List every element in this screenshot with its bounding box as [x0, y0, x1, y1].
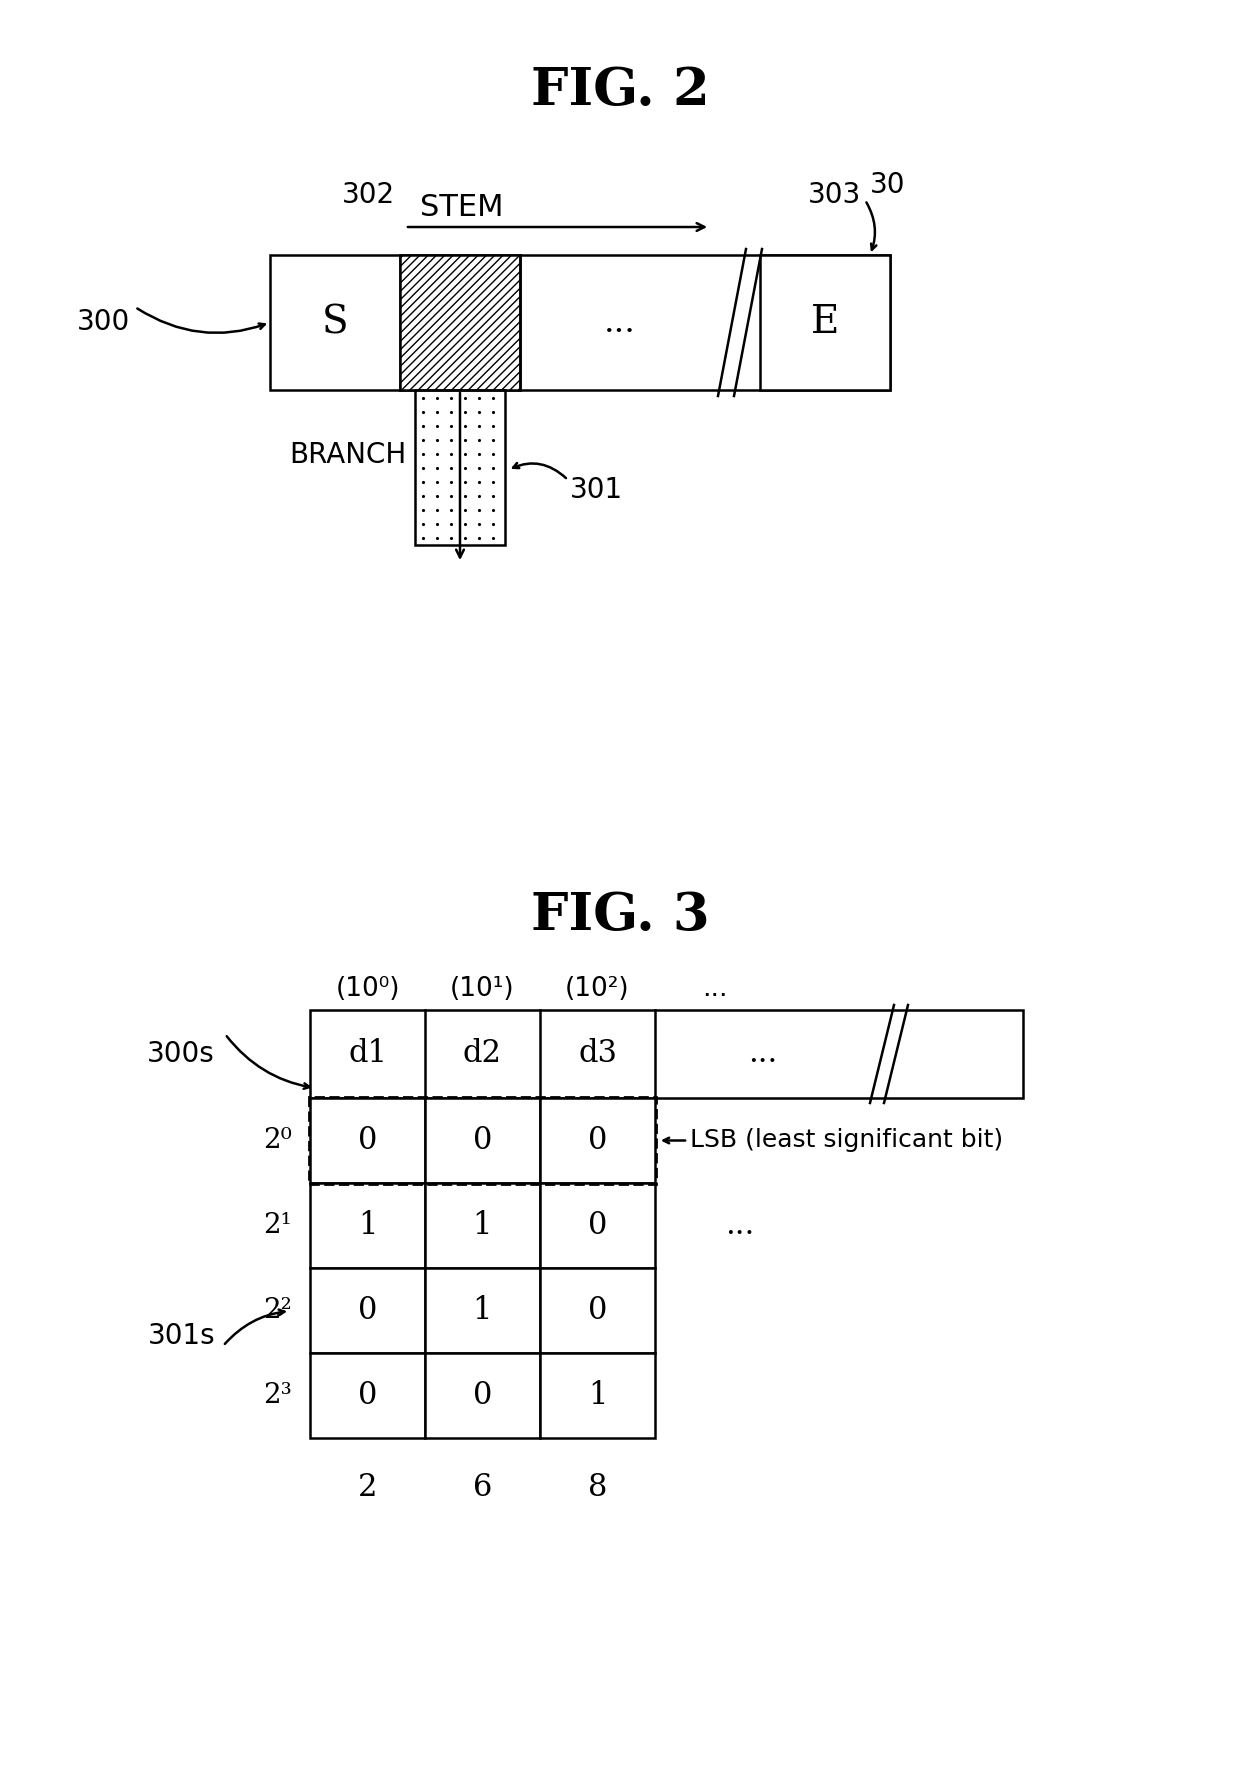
Bar — [270, 256, 890, 390]
Text: 0: 0 — [472, 1380, 492, 1412]
Bar — [425, 1269, 539, 1353]
Text: 6: 6 — [472, 1472, 492, 1503]
Bar — [760, 256, 890, 390]
Bar — [539, 1183, 655, 1269]
Bar — [310, 1010, 1023, 1097]
Bar — [310, 1183, 425, 1269]
Text: 8: 8 — [588, 1472, 608, 1503]
Text: 0: 0 — [358, 1296, 377, 1326]
Bar — [425, 1097, 539, 1183]
Text: 1: 1 — [472, 1210, 492, 1240]
Text: d1: d1 — [348, 1038, 387, 1069]
Text: 0: 0 — [358, 1380, 377, 1412]
Text: S: S — [321, 304, 348, 341]
Bar — [425, 1183, 539, 1269]
Bar — [310, 1097, 425, 1183]
Text: BRANCH: BRANCH — [290, 441, 407, 470]
Text: FIG. 3: FIG. 3 — [531, 890, 709, 942]
Bar — [310, 1269, 425, 1353]
Text: 30: 30 — [870, 172, 905, 198]
Text: 0: 0 — [472, 1126, 492, 1156]
Text: 1: 1 — [358, 1210, 377, 1240]
Text: ...: ... — [725, 1210, 755, 1240]
Text: 2: 2 — [358, 1472, 377, 1503]
Text: 2²: 2² — [263, 1297, 291, 1324]
Bar — [401, 256, 520, 390]
Text: 0: 0 — [358, 1126, 377, 1156]
Text: 1: 1 — [472, 1296, 492, 1326]
Text: 302: 302 — [342, 180, 396, 209]
Text: 2¹: 2¹ — [263, 1212, 291, 1238]
Text: ...: ... — [604, 307, 636, 338]
Bar — [539, 1353, 655, 1439]
Text: 2⁰: 2⁰ — [263, 1128, 291, 1154]
Text: (10²): (10²) — [565, 976, 630, 1003]
Bar — [539, 1269, 655, 1353]
Text: 2³: 2³ — [263, 1381, 291, 1408]
Bar — [309, 1097, 656, 1185]
Text: FIG. 2: FIG. 2 — [531, 64, 709, 116]
Text: 300: 300 — [77, 307, 130, 336]
Text: 1: 1 — [588, 1380, 608, 1412]
Text: ...: ... — [702, 976, 728, 1003]
Bar — [539, 1097, 655, 1183]
Text: 303: 303 — [808, 180, 862, 209]
Text: (10¹): (10¹) — [450, 976, 515, 1003]
Text: E: E — [811, 304, 839, 341]
Bar — [310, 1353, 425, 1439]
Text: 300s: 300s — [148, 1040, 215, 1069]
Text: (10⁰): (10⁰) — [335, 976, 399, 1003]
Text: STEM: STEM — [420, 193, 503, 222]
Text: 0: 0 — [588, 1210, 608, 1240]
Text: 0: 0 — [588, 1126, 608, 1156]
Text: 301s: 301s — [148, 1322, 215, 1349]
Bar — [425, 1353, 539, 1439]
Text: 301: 301 — [570, 475, 624, 504]
Text: d3: d3 — [578, 1038, 618, 1069]
Text: 0: 0 — [588, 1296, 608, 1326]
Bar — [415, 390, 505, 545]
Text: ...: ... — [748, 1038, 777, 1069]
Text: LSB (least significant bit): LSB (least significant bit) — [689, 1129, 1003, 1153]
Bar — [415, 390, 505, 545]
Text: d2: d2 — [463, 1038, 502, 1069]
